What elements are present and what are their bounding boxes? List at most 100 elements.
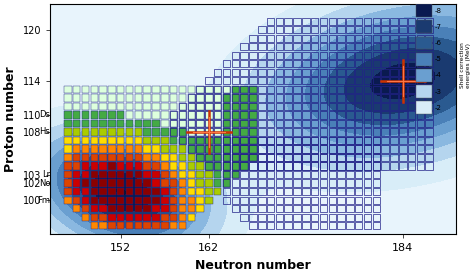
Bar (170, 137, 177, 144)
Bar (284, 154, 292, 161)
Bar (240, 60, 248, 67)
Bar (144, 103, 151, 110)
Bar (205, 145, 213, 153)
Bar (311, 86, 319, 93)
Bar (311, 26, 319, 33)
Text: Ds: Ds (39, 110, 50, 120)
Bar (293, 86, 301, 93)
Bar (276, 43, 283, 51)
Bar (328, 34, 336, 42)
Bar (284, 205, 292, 212)
Bar (135, 197, 142, 204)
Bar (249, 179, 257, 187)
Bar (373, 197, 380, 204)
Bar (249, 145, 257, 153)
Bar (91, 214, 98, 221)
Bar (267, 94, 274, 102)
Bar (328, 18, 336, 25)
Bar (373, 137, 380, 144)
Bar (144, 197, 151, 204)
Bar (258, 222, 265, 229)
Bar (73, 171, 81, 178)
Bar (240, 188, 248, 195)
Bar (196, 128, 204, 136)
Bar (188, 154, 195, 161)
Bar (408, 34, 415, 42)
Bar (91, 154, 98, 161)
Bar (249, 34, 257, 42)
Bar (258, 137, 265, 144)
Bar (267, 86, 274, 93)
Bar (399, 111, 407, 119)
Bar (382, 77, 389, 84)
Bar (284, 111, 292, 119)
Text: Lr: Lr (42, 170, 50, 179)
Bar (276, 197, 283, 204)
Bar (276, 137, 283, 144)
Text: -5: -5 (435, 56, 441, 62)
Bar (293, 145, 301, 153)
Bar (170, 171, 177, 178)
Bar (82, 214, 89, 221)
Bar (346, 145, 354, 153)
Bar (302, 163, 310, 170)
Bar (382, 43, 389, 51)
Bar (223, 60, 230, 67)
Bar (73, 179, 81, 187)
Bar (319, 120, 327, 127)
Bar (179, 188, 186, 195)
Bar (417, 52, 424, 59)
Bar (196, 163, 204, 170)
Bar (390, 18, 398, 25)
Bar (293, 69, 301, 76)
Bar (205, 120, 213, 127)
Bar (328, 52, 336, 59)
Bar (249, 111, 257, 119)
Bar (267, 145, 274, 153)
Bar (311, 137, 319, 144)
Bar (108, 171, 116, 178)
Bar (408, 26, 415, 33)
Bar (108, 179, 116, 187)
Bar (126, 86, 133, 93)
Bar (426, 60, 433, 67)
Bar (214, 86, 221, 93)
Bar (100, 111, 107, 119)
Bar (232, 128, 239, 136)
Bar (152, 137, 160, 144)
Bar (258, 69, 265, 76)
Bar (108, 188, 116, 195)
Bar (188, 120, 195, 127)
Bar (293, 103, 301, 110)
Bar (417, 120, 424, 127)
Bar (205, 103, 213, 110)
Bar (179, 120, 186, 127)
Bar (214, 94, 221, 102)
Bar (232, 154, 239, 161)
Bar (311, 205, 319, 212)
Bar (249, 222, 257, 229)
Bar (328, 154, 336, 161)
Bar (364, 26, 371, 33)
Bar (373, 128, 380, 136)
Bar (319, 214, 327, 221)
Bar (284, 163, 292, 170)
Bar (408, 77, 415, 84)
Bar (135, 120, 142, 127)
Bar (311, 94, 319, 102)
Bar (188, 171, 195, 178)
Bar (373, 26, 380, 33)
Bar (179, 128, 186, 136)
Bar (355, 43, 363, 51)
Bar (82, 145, 89, 153)
Bar (276, 69, 283, 76)
Bar (196, 154, 204, 161)
Bar (302, 111, 310, 119)
Bar (267, 43, 274, 51)
Bar (100, 163, 107, 170)
Bar (223, 145, 230, 153)
Bar (346, 163, 354, 170)
Bar (267, 137, 274, 144)
Bar (416, 36, 432, 49)
Bar (302, 60, 310, 67)
